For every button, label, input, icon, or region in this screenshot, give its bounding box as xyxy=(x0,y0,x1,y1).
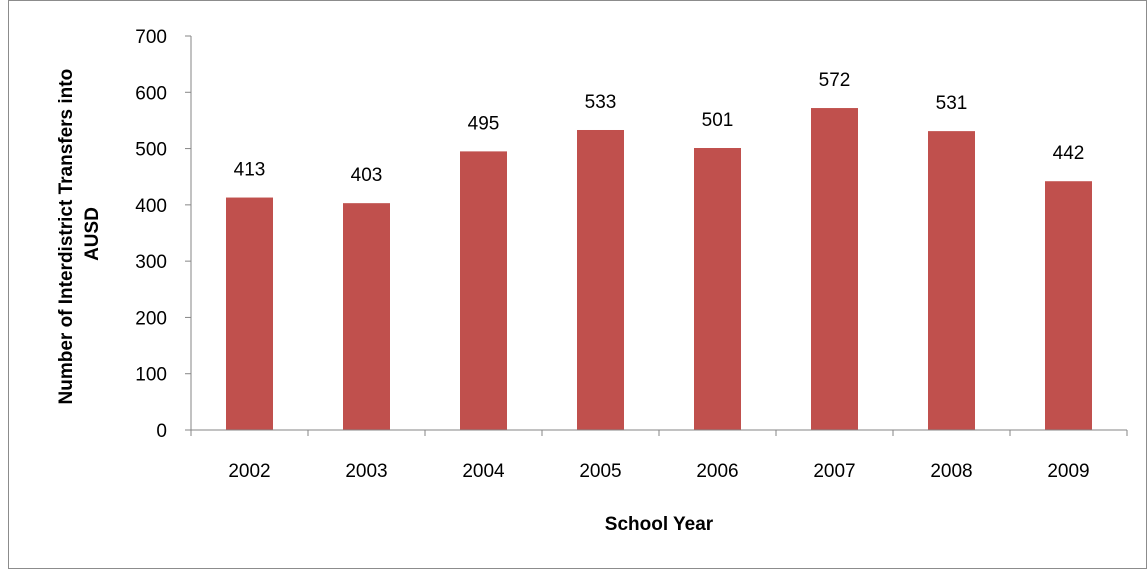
x-tick-label: 2009 xyxy=(1047,461,1089,482)
y-tick-label: 600 xyxy=(135,83,167,104)
y-tick-label: 400 xyxy=(135,196,167,217)
bar-2006 xyxy=(694,148,741,430)
bar-2009 xyxy=(1045,181,1092,430)
y-tick-label: 100 xyxy=(135,365,167,386)
y-axis-title-line-2: AUSD xyxy=(82,207,103,261)
x-tick-label: 2002 xyxy=(228,461,270,482)
y-tick-label: 700 xyxy=(135,27,167,48)
data-labels: 413 403 495 533 501 572 531 442 xyxy=(234,70,1085,186)
x-axis-title: School Year xyxy=(605,514,714,535)
data-label-2008: 531 xyxy=(936,93,968,114)
bars xyxy=(226,108,1092,431)
y-tick-label: 0 xyxy=(156,421,167,442)
x-tick-label: 2005 xyxy=(579,461,621,482)
y-tick-label: 200 xyxy=(135,308,167,329)
bar-2002 xyxy=(226,197,273,430)
x-tick-label: 2006 xyxy=(696,461,738,482)
data-label-2006: 501 xyxy=(702,110,734,131)
bar-2003 xyxy=(343,203,390,430)
data-label-2003: 403 xyxy=(351,165,383,186)
x-tick-label: 2003 xyxy=(345,461,387,482)
data-label-2005: 533 xyxy=(585,92,617,113)
data-label-2004: 495 xyxy=(468,113,500,134)
y-axis-title-line-1: Number of Interdistrict Transfers into xyxy=(56,69,77,405)
y-tick-label: 500 xyxy=(135,140,167,161)
x-tick-label: 2008 xyxy=(930,461,972,482)
bar-2008 xyxy=(928,131,975,430)
data-label-2007: 572 xyxy=(819,70,851,91)
x-axis-ticks: 2002 2003 2004 2005 2006 2007 2008 2009 xyxy=(190,430,1128,482)
data-label-2002: 413 xyxy=(234,160,266,181)
bar-2007 xyxy=(811,108,858,430)
bar-2004 xyxy=(460,151,507,430)
y-tick-label: 300 xyxy=(135,252,167,273)
data-label-2009: 442 xyxy=(1053,143,1085,164)
y-axis-ticks: 0 100 200 300 400 500 600 700 xyxy=(135,27,191,442)
y-axis-title: Number of Interdistrict Transfers into A… xyxy=(56,63,103,404)
x-tick-label: 2007 xyxy=(813,461,855,482)
x-tick-label: 2004 xyxy=(462,461,505,482)
bar-2005 xyxy=(577,129,624,431)
